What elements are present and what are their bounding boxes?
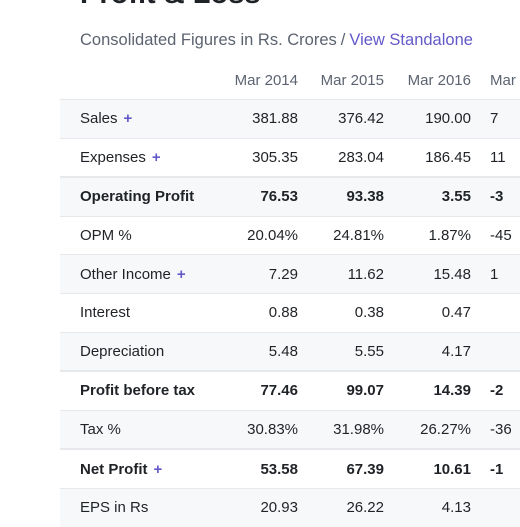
column-header[interactable]: Mar 2014 (234, 72, 298, 89)
table-cell (490, 294, 520, 332)
profit-loss-table: Mar 2014 Mar 2015 Mar 2016 Mar Sales + 38… (60, 62, 520, 527)
table-cell: 1.87% (428, 227, 471, 245)
table-row-net-profit: Net Profit + 53.58 67.39 10.61 -1 (60, 448, 520, 488)
table-row-depreciation: Depreciation 5.48 5.55 4.17 (60, 331, 520, 371)
table-cell: 26.22 (346, 499, 384, 517)
table-cell (490, 489, 520, 527)
table-cell: 30.83% (247, 421, 298, 439)
expand-plus-icon[interactable]: + (123, 110, 133, 128)
table-row-eps: EPS in Rs 20.93 26.22 4.13 (60, 487, 520, 527)
row-label[interactable]: Other Income + (80, 265, 186, 283)
table-cell: 77.46 (260, 382, 298, 400)
view-standalone-link[interactable]: View Standalone (349, 31, 473, 49)
table-cell: 11 (490, 148, 506, 166)
expand-plus-icon[interactable]: + (153, 460, 163, 478)
table-cell: 24.81% (333, 227, 384, 245)
table-cell: 20.04% (247, 227, 298, 245)
table-cell: 3.55 (441, 188, 471, 206)
table-cell: 376.42 (338, 110, 384, 128)
separator: / (340, 31, 346, 49)
table-row-interest: Interest 0.88 0.38 0.47 (60, 292, 520, 332)
column-header[interactable]: Mar 2016 (407, 72, 471, 89)
row-label: Depreciation (80, 342, 165, 360)
row-label[interactable]: Net Profit + (80, 460, 163, 478)
table-cell: 67.39 (346, 460, 384, 478)
table-cell: -36 (490, 421, 512, 439)
page-title: Profit & Loss (80, 0, 260, 11)
table-cell: 381.88 (252, 110, 298, 128)
table-cell: 14.39 (433, 382, 471, 400)
table-row-other-income: Other Income + 7.29 11.62 15.48 1 (60, 254, 520, 293)
table-cell: -2 (490, 382, 504, 400)
table-cell (490, 333, 520, 371)
figures-note: Consolidated Figures in Rs. Crores (80, 31, 337, 49)
row-label[interactable]: Sales + (80, 110, 133, 128)
table-cell: 283.04 (338, 148, 384, 166)
table-row-expenses: Expenses + 305.35 283.04 186.45 11 (60, 137, 520, 177)
table-cell: 53.58 (260, 460, 298, 478)
table-cell: 7 (490, 110, 499, 128)
table-cell: 4.17 (441, 342, 471, 360)
row-label: Operating Profit (80, 188, 195, 206)
table-cell: -3 (490, 188, 504, 206)
table-cell: 305.35 (252, 148, 298, 166)
table-cell: 0.47 (441, 304, 471, 322)
table-row-operating-profit: Operating Profit 76.53 93.38 3.55 -3 (60, 176, 520, 216)
row-label[interactable]: Expenses + (80, 148, 161, 166)
subtitle: Consolidated Figures in Rs. Crores / View … (80, 31, 473, 50)
row-label: Tax % (80, 421, 121, 439)
table-cell: 5.55 (354, 342, 384, 360)
table-cell: 5.48 (268, 342, 298, 360)
column-header[interactable]: Mar (490, 72, 516, 89)
table-row-tax: Tax % 30.83% 31.98% 26.27% -36 (60, 409, 520, 449)
table-cell: 1 (490, 265, 499, 283)
row-label: OPM % (80, 227, 132, 245)
table-cell: 186.45 (425, 148, 471, 166)
table-cell: 20.93 (260, 499, 298, 517)
table-cell: 99.07 (346, 382, 384, 400)
table-row-sales: Sales + 381.88 376.42 190.00 7 (60, 99, 520, 138)
table-cell: 0.88 (268, 304, 298, 322)
table-cell: 190.00 (425, 110, 471, 128)
row-label: Profit before tax (80, 382, 196, 400)
table-cell: 7.29 (268, 265, 298, 283)
expand-plus-icon[interactable]: + (151, 148, 161, 166)
row-label: EPS in Rs (80, 499, 149, 517)
table-cell: 93.38 (346, 188, 384, 206)
table-cell: 26.27% (420, 421, 471, 439)
row-label: Interest (80, 304, 131, 322)
table-row-profit-before-tax: Profit before tax 77.46 99.07 14.39 -2 (60, 370, 520, 410)
table-cell: 0.38 (354, 304, 384, 322)
table-cell: -1 (490, 460, 504, 478)
table-cell: 15.48 (433, 265, 471, 283)
table-cell: 11.62 (347, 265, 384, 283)
table-cell: -45 (490, 227, 512, 245)
expand-plus-icon[interactable]: + (176, 265, 186, 283)
column-header[interactable]: Mar 2015 (320, 72, 384, 89)
table-row-opm: OPM % 20.04% 24.81% 1.87% -45 (60, 215, 520, 255)
table-cell: 10.61 (433, 460, 471, 478)
table-header-row: Mar 2014 Mar 2015 Mar 2016 Mar (60, 62, 520, 99)
table-cell: 31.98% (333, 421, 384, 439)
table-cell: 76.53 (260, 188, 298, 206)
table-cell: 4.13 (441, 499, 471, 517)
